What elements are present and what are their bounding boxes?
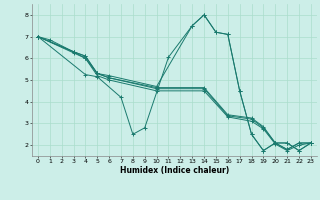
X-axis label: Humidex (Indice chaleur): Humidex (Indice chaleur) xyxy=(120,166,229,175)
